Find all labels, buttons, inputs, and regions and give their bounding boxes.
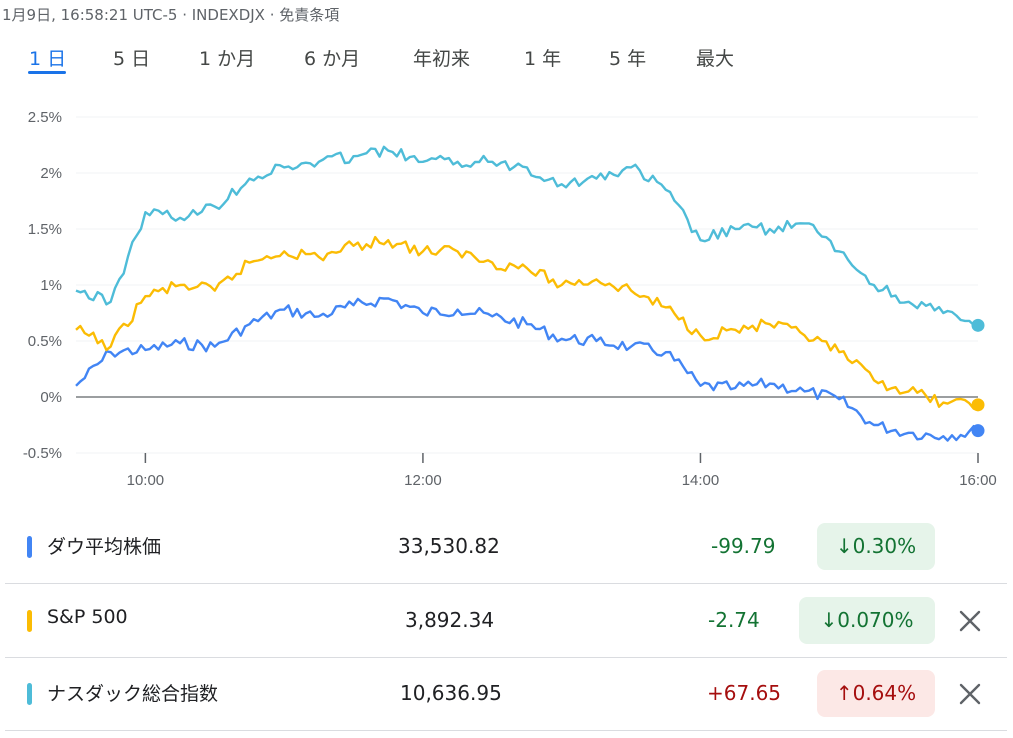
- y-tick-label: 2.5%: [28, 109, 62, 126]
- percent-change-badge: ↑0.64%: [817, 670, 935, 717]
- tab-ytd[interactable]: 年初来: [413, 48, 471, 70]
- x-tick-label: 10:00: [127, 472, 165, 489]
- y-tick-label: 0%: [40, 389, 62, 406]
- tab-max[interactable]: 最大: [696, 48, 735, 70]
- index-name: ダウ平均株価: [47, 536, 162, 558]
- tab-5-days[interactable]: 5 日: [113, 48, 151, 70]
- series-line: [75, 145, 979, 327]
- series-endpoint: [971, 318, 985, 332]
- close-icon[interactable]: [957, 608, 983, 634]
- index-price: 10,636.95: [400, 681, 502, 705]
- x-tick-label: 14:00: [682, 472, 720, 489]
- index-price: 3,892.34: [405, 608, 495, 632]
- series-endpoint: [971, 424, 985, 438]
- tab-1-day[interactable]: 1 日: [29, 48, 67, 70]
- chart-header-info: 1月9日, 16:58:21 UTC-5 · INDEXDJX · 免責条項: [2, 6, 340, 24]
- index-price: 33,530.82: [398, 534, 500, 558]
- series-color-swatch: [27, 610, 32, 632]
- index-name: ナスダック総合指数: [47, 683, 219, 705]
- legend-row-sp500[interactable]: S&P 500 3,892.34 -2.74 ↓0.070%: [5, 584, 1007, 658]
- legend-row-dow[interactable]: ダウ平均株価 33,530.82 -99.79 ↓0.30%: [5, 510, 1007, 584]
- tab-5-years[interactable]: 5 年: [609, 48, 647, 70]
- tab-1-month[interactable]: 1 か月: [199, 48, 256, 70]
- y-tick-label: 1.5%: [28, 221, 62, 238]
- active-tab-indicator: [28, 71, 66, 74]
- index-change: +67.65: [707, 681, 782, 705]
- series-color-swatch: [27, 683, 32, 705]
- y-tick-label: -0.5%: [23, 445, 62, 462]
- series-line: [75, 235, 979, 410]
- percent-change-badge: ↓0.070%: [799, 597, 935, 644]
- index-change: -99.79: [711, 534, 776, 558]
- y-tick-label: 0.5%: [28, 333, 62, 350]
- y-tick-label: 1%: [40, 277, 62, 294]
- series-color-swatch: [27, 536, 32, 558]
- time-range-tabs: 1 日 5 日 1 か月 6 か月 年初来 1 年 5 年 最大: [0, 40, 1013, 76]
- close-icon[interactable]: [957, 681, 983, 707]
- series-line: [75, 296, 979, 442]
- index-comparison-chart[interactable]: 2.5% 2% 1.5% 1% 0.5% 0% -0.5% 10:00 12:00 14:00 16…: [0, 98, 1013, 498]
- x-tick-label: 16:00: [959, 472, 997, 489]
- tab-1-year[interactable]: 1 年: [524, 48, 562, 70]
- series-endpoint: [971, 398, 985, 412]
- index-change: -2.74: [708, 608, 760, 632]
- tab-6-months[interactable]: 6 か月: [304, 48, 361, 70]
- legend-row-nasdaq[interactable]: ナスダック総合指数 10,636.95 +67.65 ↑0.64%: [5, 657, 1007, 731]
- percent-change-badge: ↓0.30%: [817, 523, 935, 570]
- y-tick-label: 2%: [40, 165, 62, 182]
- x-tick-label: 12:00: [404, 472, 442, 489]
- index-name: S&P 500: [47, 606, 128, 628]
